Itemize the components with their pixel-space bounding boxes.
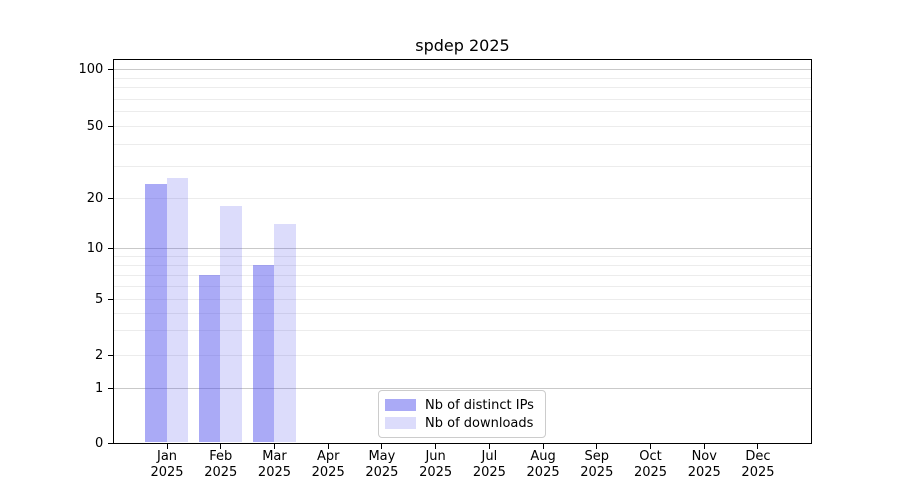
x-tick-label: Nov 2025	[676, 449, 732, 481]
y-tick-label: 2	[95, 347, 104, 363]
x-axis-tick	[273, 443, 275, 449]
y-tick-label: 5	[95, 291, 104, 307]
x-axis-tick	[542, 443, 544, 449]
gridline-minor	[114, 264, 811, 266]
legend-item-downloads: Nb of downloads	[385, 415, 537, 432]
x-tick-year: 2025	[311, 465, 345, 480]
x-tick-month: Jan	[156, 449, 178, 464]
x-tick-year: 2025	[419, 465, 453, 480]
x-axis-tick	[435, 443, 437, 449]
gridline-minor	[114, 166, 811, 168]
x-tick-label: Jul 2025	[461, 449, 517, 481]
x-tick-year: 2025	[472, 465, 506, 480]
bar-distinct-ips-jan	[145, 183, 167, 443]
gridline-minor	[114, 256, 811, 258]
gridline-major	[114, 69, 811, 70]
x-tick-year: 2025	[257, 465, 292, 480]
x-tick-year: 2025	[204, 465, 238, 480]
x-tick-year: 2025	[687, 465, 721, 480]
x-tick-label: Mar 2025	[246, 449, 302, 481]
y-tick-label: 100	[78, 61, 104, 77]
y-axis-tick	[108, 442, 114, 444]
x-tick-month: Dec	[745, 449, 771, 464]
x-tick-label: Oct 2025	[623, 449, 679, 481]
x-tick-month: Oct	[639, 449, 662, 464]
x-tick-month: Aug	[530, 449, 556, 464]
y-tick-label: 50	[86, 118, 104, 134]
x-tick-label: Jan 2025	[139, 449, 195, 481]
y-tick-label: 10	[86, 240, 104, 256]
x-tick-label: Aug 2025	[515, 449, 571, 481]
y-axis-tick	[108, 298, 114, 300]
gridline-minor	[114, 299, 811, 301]
legend-label-downloads: Nb of downloads	[425, 415, 534, 431]
bar-downloads-jan	[166, 177, 189, 443]
gridline-minor	[114, 330, 811, 332]
x-tick-year: 2025	[580, 465, 614, 480]
y-axis-tick	[108, 354, 114, 356]
legend-item-distinct-ips: Nb of distinct IPs	[385, 397, 537, 414]
gridline-major	[114, 388, 811, 390]
gridline-minor	[114, 87, 811, 89]
bar-distinct-ips-mar	[252, 264, 275, 443]
x-axis-tick	[381, 443, 383, 449]
x-tick-month: Jul	[481, 449, 498, 464]
gridline-minor	[114, 77, 811, 79]
x-tick-month: Jun	[425, 449, 446, 464]
x-axis-tick	[596, 443, 598, 449]
y-tick-label: 0	[95, 435, 104, 451]
x-axis-tick	[220, 443, 222, 449]
bar-downloads-mar	[274, 224, 296, 443]
gridline-minor	[114, 285, 811, 287]
x-tick-label: Apr 2025	[300, 449, 356, 481]
y-axis-tick	[108, 125, 114, 127]
x-tick-month: Feb	[209, 449, 233, 464]
y-axis-tick	[108, 68, 114, 70]
x-tick-label: Dec 2025	[730, 449, 786, 481]
x-tick-month: May	[368, 449, 396, 464]
x-tick-label: May 2025	[354, 449, 410, 481]
y-axis-tick	[108, 197, 114, 199]
x-tick-label: Feb 2025	[193, 449, 249, 481]
gridline-minor	[114, 312, 811, 314]
gridline-minor	[114, 98, 811, 100]
gridline-major	[114, 248, 811, 250]
legend-swatch-distinct-ips	[385, 399, 416, 411]
x-tick-month: Mar	[262, 449, 287, 464]
gridline-minor	[114, 355, 811, 356]
x-axis-tick	[166, 443, 168, 449]
x-tick-label: Sep 2025	[569, 449, 625, 481]
chart-title: spdep 2025	[415, 36, 510, 55]
x-axis-tick	[327, 443, 329, 449]
gridline-minor	[114, 198, 811, 200]
x-tick-year: 2025	[150, 465, 184, 480]
y-axis-tick	[108, 247, 114, 249]
x-axis-tick	[488, 443, 490, 449]
y-tick-label: 20	[86, 190, 104, 206]
plot-area	[113, 59, 812, 444]
gridline-minor	[114, 111, 811, 113]
x-tick-year: 2025	[741, 465, 775, 480]
x-tick-month: Nov	[691, 449, 717, 464]
x-axis-tick	[650, 443, 652, 449]
gridline-minor	[114, 274, 811, 276]
x-tick-label: Jun 2025	[408, 449, 464, 481]
x-axis-tick	[757, 443, 759, 449]
x-tick-month: Sep	[584, 449, 610, 464]
gridline-minor	[114, 126, 811, 128]
x-tick-year: 2025	[365, 465, 399, 480]
x-tick-year: 2025	[526, 465, 560, 480]
legend: Nb of distinct IPs Nb of downloads	[378, 390, 546, 438]
legend-label-distinct-ips: Nb of distinct IPs	[425, 397, 534, 413]
x-tick-month: Apr	[316, 449, 340, 464]
gridline-minor	[114, 143, 811, 145]
x-tick-year: 2025	[633, 465, 668, 480]
bar-downloads-feb	[220, 205, 242, 443]
legend-swatch-downloads	[385, 417, 416, 429]
y-tick-label: 1	[95, 380, 104, 396]
x-axis-tick	[703, 443, 705, 449]
y-axis-tick	[108, 387, 114, 389]
bar-distinct-ips-feb	[198, 274, 221, 443]
